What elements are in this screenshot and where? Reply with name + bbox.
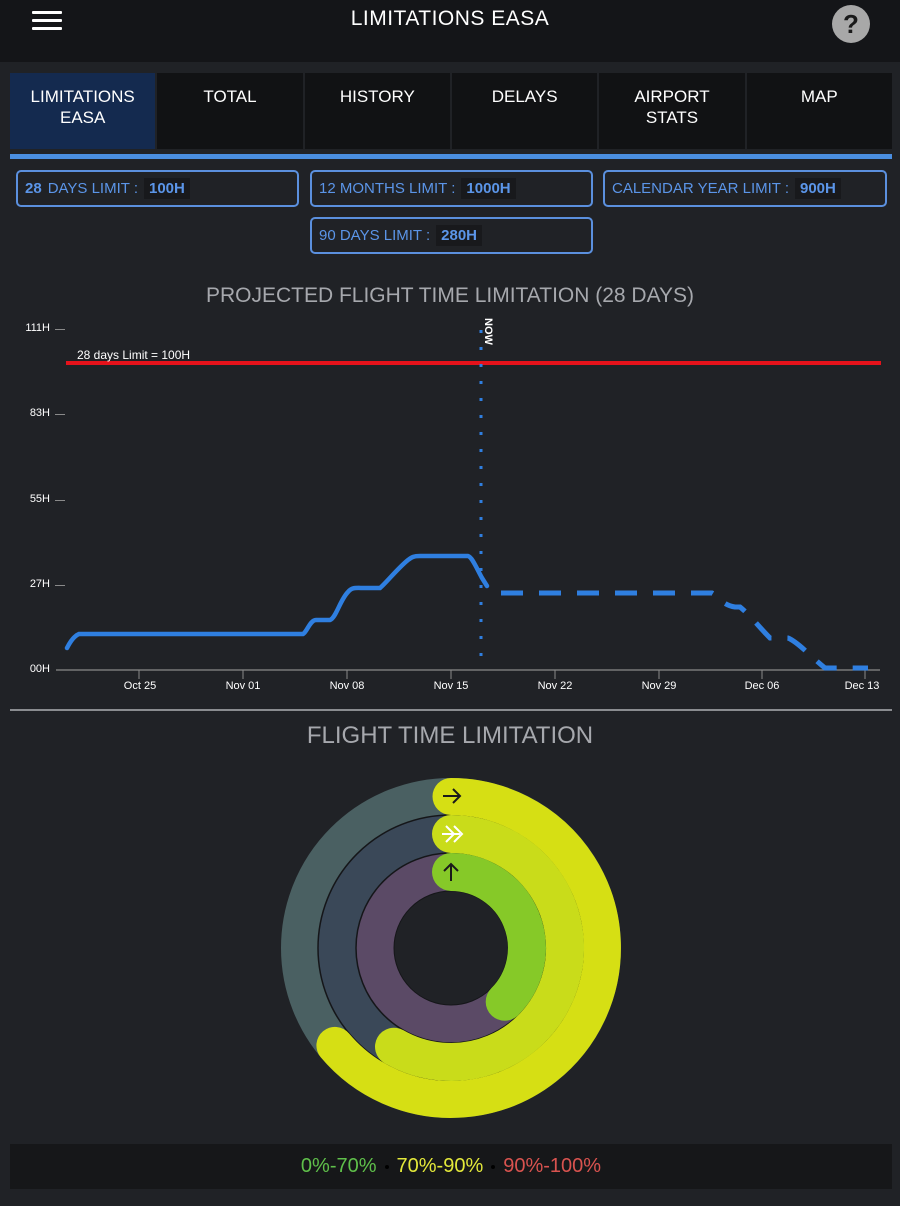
x-tick-nov22: Nov 22	[537, 680, 573, 692]
inner-ring-progress	[432, 853, 546, 1021]
limit-28-days-value: 100H	[144, 178, 190, 199]
limit-90-days[interactable]: 90 DAYS LIMIT : 280H	[310, 217, 593, 254]
x-tick-nov01: Nov 01	[225, 680, 261, 692]
projection-chart-plot	[56, 330, 881, 679]
tab-label-line1: TOTAL	[203, 87, 257, 106]
top-bar: LIMITATIONS EASA ?	[0, 0, 900, 62]
app-title: LIMITATIONS EASA	[350, 7, 550, 30]
limit-12-months-label: 12 MONTHS LIMIT :	[319, 180, 456, 197]
tab-label-line1: DELAYS	[491, 87, 558, 106]
tab-label-line1: MAP	[800, 87, 838, 106]
legend-red: 90%-100%	[503, 1155, 602, 1177]
tab-label-line2: STATS	[645, 108, 699, 127]
outer-ring-progress	[316, 778, 621, 1118]
limit-line-label: 28 days Limit = 100H	[77, 348, 191, 362]
x-tick-oct25: Oct 25	[123, 680, 157, 692]
limit-calendar-year-label: CALENDAR YEAR LIMIT :	[612, 180, 789, 197]
tab-label-line1: HISTORY	[339, 87, 415, 106]
legend-separator	[384, 1164, 389, 1169]
help-question-icon[interactable]: ?	[832, 5, 870, 43]
legend-yellow: 70%-90%	[396, 1155, 484, 1177]
y-tick-00: 00H	[29, 663, 50, 675]
x-tick-dec06: Dec 06	[744, 680, 780, 692]
limit-28-days-number: 28	[25, 180, 42, 197]
y-tick-mark	[55, 585, 65, 586]
x-tick-nov29: Nov 29	[641, 680, 677, 692]
limit-12-months[interactable]: 12 MONTHS LIMIT : 1000H	[310, 170, 593, 207]
tab-airport-stats[interactable]: AIRPORT STATS	[599, 73, 747, 149]
projection-chart-title: PROJECTED FLIGHT TIME LIMITATION (28 DAY…	[205, 284, 695, 307]
x-tick-nov15: Nov 15	[433, 680, 469, 692]
limit-calendar-year[interactable]: CALENDAR YEAR LIMIT : 900H	[603, 170, 887, 207]
ring-chart-title: FLIGHT TIME LIMITATION	[306, 722, 594, 749]
limit-90-days-label: 90 DAYS LIMIT :	[319, 227, 431, 244]
tab-history[interactable]: HISTORY	[304, 73, 452, 149]
y-tick-27: 27H	[29, 578, 50, 590]
y-tick-mark	[55, 329, 65, 330]
x-tick-nov08: Nov 08	[329, 680, 365, 692]
middle-ring-progress	[375, 815, 585, 1081]
section-divider	[10, 709, 892, 711]
limit-90-days-value: 280H	[436, 225, 483, 246]
now-marker-label: NOW	[482, 318, 494, 345]
y-tick-mark	[55, 500, 65, 501]
limit-calendar-year-value: 900H	[795, 178, 841, 199]
y-tick-111: 111H	[25, 322, 50, 334]
tab-map[interactable]: MAP	[746, 73, 892, 149]
active-tab-indicator	[10, 154, 892, 159]
double-arrow-right-icon	[442, 825, 464, 843]
y-tick-83: 83H	[29, 407, 50, 419]
arrow-up-icon	[443, 862, 459, 881]
tab-label-line2: EASA	[59, 108, 106, 127]
tab-label-line1: LIMITATIONS	[30, 87, 135, 106]
tab-limitations-easa[interactable]: LIMITATIONS EASA	[10, 73, 158, 149]
arrow-right-icon	[443, 788, 462, 804]
legend-green: 0%-70%	[300, 1155, 377, 1177]
y-tick-55: 55H	[29, 493, 50, 505]
x-tick-dec13: Dec 13	[844, 680, 880, 692]
limit-28-days-label: DAYS LIMIT :	[47, 180, 138, 197]
limit-12-months-value: 1000H	[461, 178, 516, 199]
tab-delays[interactable]: DELAYS	[451, 73, 600, 149]
color-legend: 0%-70% 70%-90% 90%-100%	[10, 1144, 892, 1189]
tab-label-line1: AIRPORT	[634, 87, 710, 106]
hamburger-menu-icon[interactable]	[32, 11, 62, 33]
legend-separator	[491, 1164, 496, 1169]
tab-total[interactable]: TOTAL	[157, 73, 305, 149]
flight-time-ring-chart	[281, 778, 621, 1118]
limit-28-days[interactable]: 28 DAYS LIMIT : 100H	[16, 170, 299, 207]
y-tick-mark	[55, 414, 65, 415]
tab-bar: LIMITATIONS EASA TOTAL HISTORY DELAYS AI…	[10, 73, 892, 149]
